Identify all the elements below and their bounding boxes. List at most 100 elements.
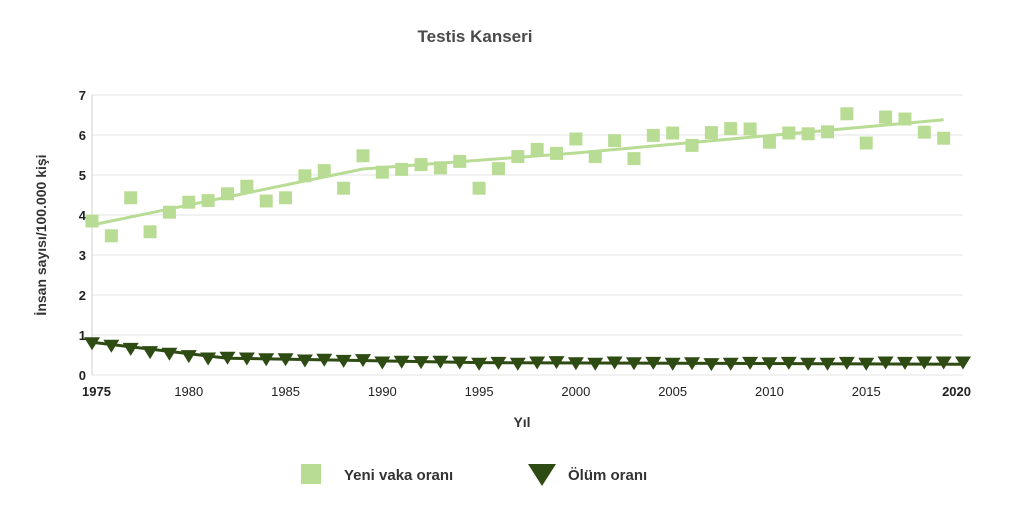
legend-label-deaths: Ölüm oranı bbox=[568, 467, 647, 484]
death-rate-point[interactable] bbox=[838, 356, 855, 370]
new-case-point[interactable] bbox=[724, 122, 738, 136]
death-rate-point[interactable] bbox=[896, 356, 913, 370]
death-rate-point[interactable] bbox=[819, 357, 836, 371]
new-case-point[interactable] bbox=[511, 150, 525, 164]
new-case-point[interactable] bbox=[220, 187, 234, 201]
death-rate-point[interactable] bbox=[490, 356, 507, 370]
death-rate-point[interactable] bbox=[935, 356, 952, 370]
new-case-point[interactable] bbox=[917, 125, 931, 139]
new-case-point[interactable] bbox=[569, 132, 583, 146]
x-tick-label: 1975 bbox=[82, 384, 111, 399]
new-case-point[interactable] bbox=[743, 122, 757, 136]
death-rate-point[interactable] bbox=[761, 357, 778, 371]
new-case-point[interactable] bbox=[898, 112, 912, 126]
death-rate-point[interactable] bbox=[509, 357, 526, 371]
y-tick-label: 5 bbox=[79, 168, 86, 183]
death-rate-point[interactable] bbox=[84, 337, 100, 351]
death-rate-point[interactable] bbox=[316, 353, 333, 367]
legend-item-deaths[interactable]: Ölüm oranı bbox=[528, 464, 647, 486]
new-case-point[interactable] bbox=[124, 191, 138, 205]
new-case-point[interactable] bbox=[259, 194, 273, 208]
y-tick-label: 4 bbox=[79, 208, 87, 223]
new-case-point[interactable] bbox=[821, 125, 835, 139]
new-case-point[interactable] bbox=[627, 152, 641, 166]
death-rate-point[interactable] bbox=[451, 356, 468, 370]
new-case-point[interactable] bbox=[491, 162, 505, 176]
new-case-point[interactable] bbox=[608, 134, 622, 148]
death-rate-point[interactable] bbox=[432, 355, 449, 369]
death-rate-point[interactable] bbox=[587, 357, 604, 371]
new-case-point[interactable] bbox=[240, 179, 254, 193]
grid bbox=[91, 94, 963, 376]
new-case-point[interactable] bbox=[375, 165, 389, 179]
new-case-point[interactable] bbox=[879, 110, 893, 124]
death-rate-point[interactable] bbox=[161, 347, 178, 361]
new-case-point[interactable] bbox=[801, 127, 815, 141]
death-rate-point[interactable] bbox=[122, 342, 139, 356]
new-case-point[interactable] bbox=[646, 128, 660, 142]
new-case-point[interactable] bbox=[162, 205, 176, 219]
new-case-point[interactable] bbox=[762, 135, 776, 149]
new-case-point[interactable] bbox=[453, 154, 467, 168]
new-case-point[interactable] bbox=[201, 194, 215, 208]
death-rate-point[interactable] bbox=[606, 356, 623, 370]
death-rate-point[interactable] bbox=[219, 351, 236, 365]
death-rate-point[interactable] bbox=[664, 357, 681, 371]
death-rate-point[interactable] bbox=[858, 357, 875, 371]
new-case-point[interactable] bbox=[530, 142, 544, 156]
death-rate-point[interactable] bbox=[393, 355, 410, 369]
new-case-point[interactable] bbox=[414, 158, 428, 172]
death-rate-point[interactable] bbox=[548, 356, 565, 370]
death-rate-point[interactable] bbox=[567, 357, 584, 371]
death-rate-point[interactable] bbox=[277, 353, 294, 367]
death-rate-point[interactable] bbox=[645, 356, 662, 370]
death-rate-point[interactable] bbox=[180, 350, 197, 364]
death-rate-point[interactable] bbox=[258, 353, 275, 367]
new-case-point[interactable] bbox=[317, 164, 331, 178]
new-case-point[interactable] bbox=[782, 126, 796, 140]
death-rate-point[interactable] bbox=[684, 357, 701, 371]
new-case-point[interactable] bbox=[337, 181, 351, 195]
death-rate-point[interactable] bbox=[722, 357, 739, 371]
death-rate-point[interactable] bbox=[374, 356, 391, 370]
death-rate-point[interactable] bbox=[142, 346, 159, 360]
death-rate-point[interactable] bbox=[916, 356, 933, 370]
new-case-point[interactable] bbox=[298, 169, 312, 183]
new-case-point[interactable] bbox=[588, 150, 602, 164]
death-rate-point[interactable] bbox=[471, 357, 488, 371]
new-case-point[interactable] bbox=[143, 225, 157, 239]
new-case-point[interactable] bbox=[395, 162, 409, 176]
death-rate-point[interactable] bbox=[703, 358, 720, 372]
death-rate-point[interactable] bbox=[200, 352, 217, 366]
death-rate-point[interactable] bbox=[238, 352, 255, 366]
new-case-point[interactable] bbox=[472, 181, 486, 195]
death-rate-point[interactable] bbox=[296, 354, 313, 368]
legend-triangle-marker bbox=[528, 464, 556, 486]
new-case-point[interactable] bbox=[550, 146, 564, 160]
new-case-point[interactable] bbox=[85, 214, 99, 228]
death-rate-point[interactable] bbox=[800, 357, 817, 371]
death-rate-point[interactable] bbox=[780, 356, 797, 370]
death-rate-point[interactable] bbox=[877, 356, 894, 370]
death-rate-point[interactable] bbox=[103, 339, 120, 353]
death-rate-point[interactable] bbox=[413, 356, 430, 370]
death-rate-point[interactable] bbox=[742, 356, 759, 370]
death-rate-point[interactable] bbox=[354, 354, 371, 368]
new-case-point[interactable] bbox=[182, 195, 196, 209]
new-case-point[interactable] bbox=[104, 229, 118, 243]
new-case-point[interactable] bbox=[685, 138, 699, 152]
x-tick-label: 2005 bbox=[658, 384, 687, 399]
new-case-point[interactable] bbox=[279, 191, 293, 205]
death-rate-point[interactable] bbox=[335, 354, 352, 368]
new-case-point[interactable] bbox=[356, 149, 370, 163]
legend-item-new-cases[interactable]: Yeni vaka oranı bbox=[301, 464, 453, 484]
death-rate-point[interactable] bbox=[625, 357, 642, 371]
new-case-point[interactable] bbox=[840, 107, 854, 121]
death-rate-point[interactable] bbox=[529, 356, 546, 370]
new-case-point[interactable] bbox=[704, 126, 718, 140]
new-case-point[interactable] bbox=[433, 161, 447, 175]
new-case-point[interactable] bbox=[937, 131, 951, 145]
new-case-point[interactable] bbox=[666, 126, 680, 140]
new-case-point[interactable] bbox=[859, 136, 873, 150]
death-rate-point[interactable] bbox=[955, 356, 971, 370]
